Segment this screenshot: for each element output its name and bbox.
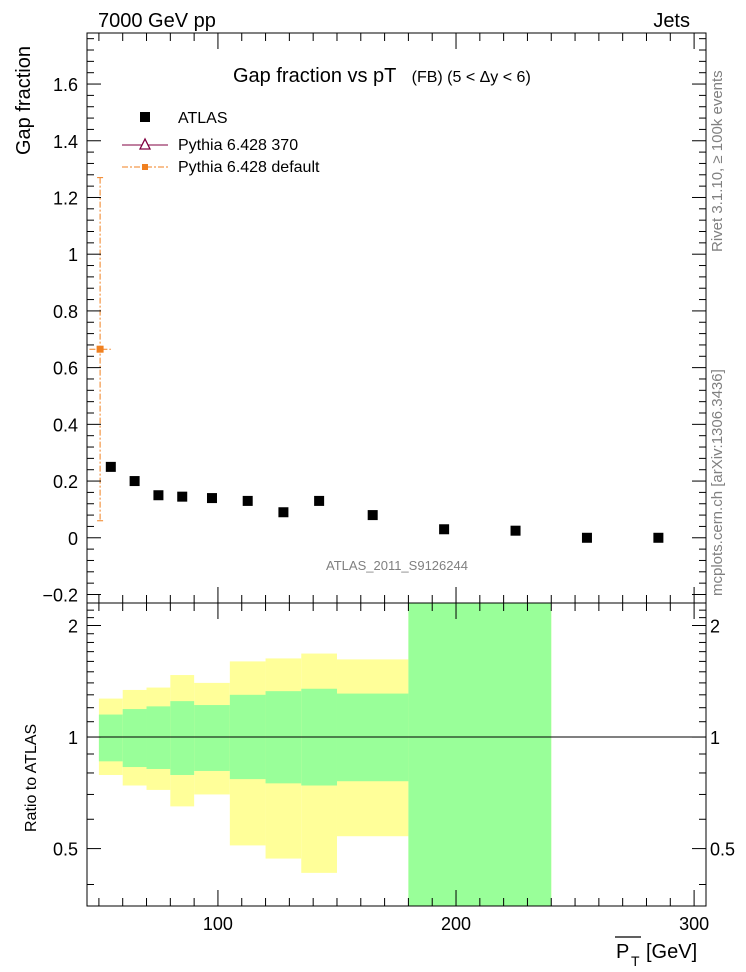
ratio-y-tick-label-right: 1 xyxy=(710,728,720,748)
legend-pythia-370-marker xyxy=(138,137,152,150)
main-y-tick-label: −0.2 xyxy=(42,585,78,605)
main-y-axis-label: Gap fraction xyxy=(13,46,35,155)
ratio-y-axis-label: Ratio to ATLAS xyxy=(23,724,40,832)
main-y-tick-label: 0.6 xyxy=(53,359,78,379)
atlas-data-point xyxy=(314,495,325,506)
ratio-y-tick-label: 2 xyxy=(68,616,78,636)
ratio-x-tick-label: 200 xyxy=(441,914,471,934)
ratio-y-tick-label-right: 2 xyxy=(710,616,720,636)
atlas-data-point xyxy=(129,476,140,487)
main-y-tick-label: 0.2 xyxy=(53,472,78,492)
x-axis-label-main: P xyxy=(616,941,629,963)
legend-pythia-370-label: Pythia 6.428 370 xyxy=(178,137,298,154)
plot-title: Gap fraction vs pT (FB) (5 < Δy < 6) xyxy=(233,65,531,87)
main-y-tick-label: 1 xyxy=(68,245,78,265)
main-y-tick-label: 1.6 xyxy=(53,75,78,95)
ratio-stat-uncertainty-band xyxy=(408,603,552,906)
ratio-x-tick-label: 300 xyxy=(679,914,709,934)
analysis-id-label: ATLAS_2011_S9126244 xyxy=(326,558,468,573)
ratio-x-axis-label: P T [GeV] xyxy=(615,936,697,969)
legend-pythia-default-marker xyxy=(142,164,148,170)
ratio-stat-uncertainty-band xyxy=(146,706,171,769)
main-plot-panel: −0.2 0 0.2 0.4 0.6 0.8 1 1.2 1.4 1.6 Gap fraction… xyxy=(13,32,707,605)
legend-atlas-label: ATLAS xyxy=(178,110,228,127)
main-y-tick-label: 0 xyxy=(68,529,78,549)
ratio-stat-uncertainty-band xyxy=(122,709,147,768)
x-axis-label-sub: T xyxy=(631,953,640,969)
atlas-data-point xyxy=(581,532,592,543)
main-y-tick-label: 0.4 xyxy=(53,415,78,435)
ratio-x-axis: 100 200 300 xyxy=(98,603,709,934)
mcplots-label: mcplots.cern.ch [arXiv:1306.3436] xyxy=(709,369,726,596)
pythia-default-point xyxy=(96,345,104,353)
atlas-data-point xyxy=(278,507,289,518)
energy-label: 7000 GeV pp xyxy=(98,10,216,32)
ratio-plot-panel: 0.5 0.5 1 1 2 2 100 200 300 Ratio to ATLAS P T … xyxy=(23,602,735,969)
main-x-axis xyxy=(98,33,695,603)
ratio-x-tick-label: 100 xyxy=(203,914,233,934)
main-y-tick-label: 1.2 xyxy=(53,188,78,208)
ratio-y-tick-label: 1 xyxy=(68,728,78,748)
process-label: Jets xyxy=(653,10,690,32)
atlas-data-point xyxy=(439,524,450,535)
atlas-data-point xyxy=(153,490,164,501)
atlas-data-point xyxy=(206,493,217,504)
legend-pythia-default-label: Pythia 6.428 default xyxy=(178,159,320,176)
main-y-axis: −0.2 0 0.2 0.4 0.6 0.8 1 1.2 1.4 1.6 xyxy=(42,38,706,605)
atlas-data-point xyxy=(510,525,521,536)
atlas-data-point xyxy=(367,510,378,521)
main-plot-marks xyxy=(89,177,664,543)
ratio-bands xyxy=(98,603,552,906)
atlas-data-point xyxy=(653,532,664,543)
legend-atlas-marker xyxy=(140,112,150,122)
rivet-version-label: Rivet 3.1.10, ≥ 100k events xyxy=(709,70,726,252)
legend: ATLAS Pythia 6.428 370 Pythia 6.428 defa… xyxy=(122,110,320,176)
ratio-y-axis: 0.5 0.5 1 1 2 2 xyxy=(53,609,735,886)
atlas-data-point xyxy=(177,491,188,502)
x-axis-label-unit: [GeV] xyxy=(646,941,697,963)
ratio-stat-uncertainty-band xyxy=(194,705,230,771)
ratio-y-tick-label: 0.5 xyxy=(53,840,78,860)
atlas-data-point xyxy=(242,495,253,506)
main-y-tick-label: 1.4 xyxy=(53,132,78,152)
plot-title-qualifier: (FB) (5 < Δy < 6) xyxy=(412,69,531,86)
main-y-tick-label: 0.8 xyxy=(53,302,78,322)
plot-title-main: Gap fraction vs pT xyxy=(233,65,396,87)
ratio-stat-uncertainty-band xyxy=(98,714,123,762)
ratio-y-tick-label-right: 0.5 xyxy=(710,840,735,860)
ratio-stat-uncertainty-band xyxy=(170,701,195,775)
atlas-data-point xyxy=(105,461,116,472)
